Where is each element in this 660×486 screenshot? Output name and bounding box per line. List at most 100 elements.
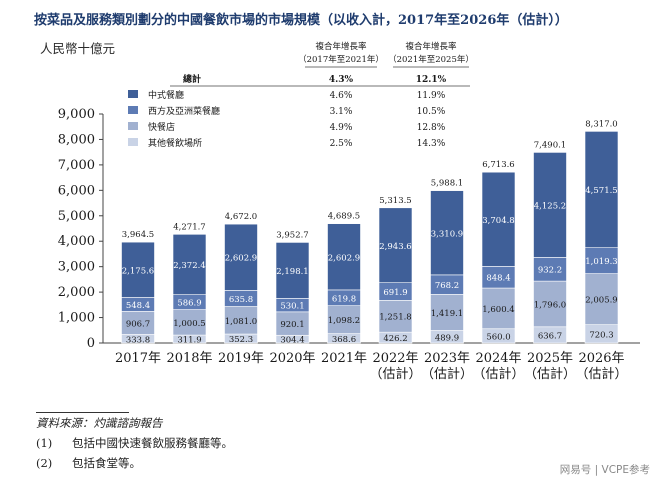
- cagr-header-title: 複合年增長率: [405, 41, 457, 52]
- legend-swatch: [128, 122, 138, 130]
- bar-segment: [327, 305, 361, 334]
- x-tick-label: （估計）: [369, 366, 421, 382]
- data-label: 4,571.5: [585, 186, 617, 196]
- bar-segment: [584, 131, 619, 248]
- data-label: 426.2: [383, 334, 407, 344]
- bar-segment: [275, 242, 310, 299]
- footnote-2-number: (2): [36, 456, 53, 470]
- bar-segment: [172, 234, 207, 295]
- cagr-value: 12.1%: [416, 75, 447, 85]
- data-label: 1,000.5: [173, 319, 205, 329]
- data-label: 635.8: [229, 295, 253, 305]
- total-label: 4,271.7: [173, 222, 205, 232]
- data-label: 2,602.9: [225, 254, 257, 264]
- total-label: 3,964.5: [122, 230, 154, 240]
- data-label: 691.9: [383, 288, 407, 298]
- data-label: 560.0: [486, 332, 510, 342]
- cagr-value: 14.3%: [417, 139, 446, 149]
- x-tick-label: （估計）: [524, 366, 576, 382]
- bar-segment: [327, 223, 361, 291]
- cagr-value: 11.9%: [417, 91, 446, 101]
- data-label: 2,005.9: [585, 296, 617, 306]
- total-label: 6,713.6: [482, 160, 514, 170]
- source-title: 資料來源：灼識諮詢報告: [36, 416, 163, 430]
- legend-label: 中式餐廳: [148, 89, 184, 101]
- cagr-value: 3.1%: [330, 107, 353, 117]
- bar-segment: [481, 287, 516, 330]
- cagr-value: 4.3%: [329, 75, 354, 85]
- data-label: 4,125.2: [534, 201, 566, 211]
- footnote-1-text: 包括中國快速餐飲服務餐廳等。: [72, 436, 233, 450]
- y-tick-label: 0: [87, 336, 95, 351]
- x-tick-label: 2025年: [527, 351, 573, 366]
- bar-segment: [533, 152, 567, 258]
- bar-segment: [224, 223, 258, 291]
- data-label: 2,943.6: [379, 242, 411, 252]
- x-tick-label: （估計）: [575, 366, 627, 382]
- stacked-bar-chart: 0 1,000 2,000 3,000 4,000 5,000 6,000 7,000 8,00…: [58, 41, 640, 382]
- data-label: 3,310.9: [431, 229, 463, 239]
- cagr-value: 4.9%: [330, 123, 353, 133]
- data-label: 619.8: [332, 294, 356, 304]
- data-label: 932.2: [538, 266, 562, 276]
- unit-label: 人民幣十億元: [40, 41, 116, 56]
- data-label: 3,704.8: [482, 216, 514, 226]
- bar-segment: [172, 309, 207, 336]
- total-label: 4,689.5: [328, 212, 360, 222]
- data-label: 586.9: [177, 299, 201, 309]
- cagr-value: 2.5%: [330, 139, 353, 149]
- y-tick-label: 4,000: [58, 234, 95, 249]
- data-label: 720.3: [589, 330, 613, 340]
- watermark: 网易号 | VCPE参考: [559, 464, 650, 476]
- y-tick-label: 5,000: [58, 209, 95, 224]
- y-tick-label: 2,000: [58, 285, 95, 300]
- bar-segment: [481, 171, 516, 267]
- data-label: 2,175.6: [122, 266, 154, 276]
- legend-swatch: [128, 138, 138, 146]
- data-label: 1,251.8: [379, 313, 411, 323]
- data-label: 1,098.2: [328, 316, 360, 326]
- data-label: 1,081.0: [225, 317, 257, 327]
- bar-segment: [430, 294, 464, 331]
- total-label: 5,313.5: [379, 196, 411, 206]
- data-label: 2,372.4: [173, 261, 205, 271]
- legend-total-label: 總計: [183, 73, 201, 85]
- bar-segment: [533, 280, 567, 328]
- total-label: 5,988.1: [431, 179, 463, 189]
- total-label: 4,672.0: [225, 212, 257, 222]
- footnote-2-text: 包括食堂等。: [72, 456, 141, 470]
- data-label: 530.1: [280, 302, 304, 312]
- y-tick-label: 8,000: [58, 132, 95, 147]
- data-label: 2,602.9: [328, 253, 360, 263]
- legend-swatch: [128, 90, 138, 98]
- data-label: 768.2: [435, 281, 459, 291]
- x-tick-label: 2018年: [166, 351, 212, 366]
- chart-title: 按菜品及服務類別劃分的中國餐飲市場的市場規模（以收入計，2017年至2026年（…: [34, 13, 568, 28]
- x-tick-label: 2022年: [372, 351, 418, 366]
- cagr-header-range: （2021年至2025年）: [388, 54, 474, 65]
- x-tick-label: （估計）: [421, 366, 473, 382]
- cagr-value: 10.5%: [417, 107, 446, 117]
- data-label: 1,019.3: [585, 257, 617, 267]
- legend-label: 其他餐飲場所: [148, 137, 202, 149]
- data-label: 352.3: [229, 335, 253, 345]
- x-tick-label: 2024年: [475, 351, 521, 366]
- footnote-1-number: (1): [36, 436, 53, 450]
- data-label: 489.9: [435, 333, 459, 343]
- x-tick-label: 2021年: [321, 351, 367, 366]
- data-label: 304.4: [280, 336, 304, 346]
- y-tick-label: 1,000: [58, 311, 95, 326]
- legend-label: 快餐店: [148, 121, 175, 133]
- data-label: 311.9: [177, 336, 201, 346]
- total-label: 8,317.0: [585, 119, 617, 129]
- x-tick-label: 2023年: [424, 351, 470, 366]
- data-label: 1,600.4: [482, 305, 514, 315]
- data-label: 548.4: [126, 301, 150, 311]
- legend-swatch: [128, 106, 138, 114]
- data-label: 906.7: [126, 319, 150, 329]
- x-tick-label: 2026年: [578, 351, 624, 366]
- data-label: 920.1: [280, 320, 304, 330]
- bar-segment: [378, 207, 413, 283]
- data-label: 848.4: [486, 274, 510, 284]
- data-label: 636.7: [538, 331, 562, 341]
